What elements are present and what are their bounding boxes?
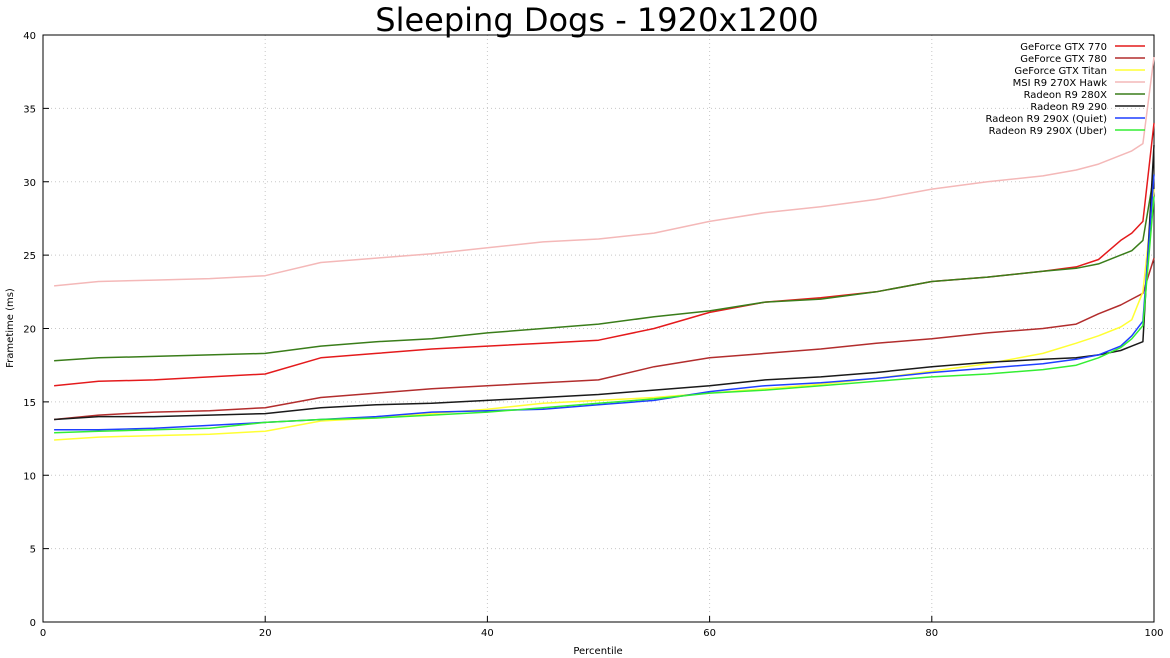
y-tick-label-5: 25: [23, 251, 36, 262]
series-line-8: [54, 196, 1155, 434]
y-tick-label-7: 35: [23, 104, 36, 115]
y-axis-label: Frametime (ms): [5, 288, 16, 368]
y-tick-label-4: 20: [23, 325, 36, 336]
y-tick-label-3: 15: [23, 398, 36, 409]
series-lines: [54, 56, 1155, 441]
x-tick-label-4: 80: [925, 628, 938, 639]
legend-label-5: Radeon R9 280X: [1024, 90, 1108, 101]
legend-label-8: Radeon R9 290X (Uber): [989, 126, 1107, 137]
y-tick-label-8: 40: [23, 31, 36, 42]
x-tick-label-0: 0: [40, 628, 46, 639]
y-tick-label-6: 30: [23, 178, 36, 189]
x-tick-label-2: 40: [481, 628, 494, 639]
axis-ticks: 0 20 40 60 80 100 0 5 10 15 20 25 30 35 40: [23, 31, 1163, 639]
y-tick-label-0: 0: [30, 618, 36, 629]
y-tick-label-2: 10: [23, 471, 36, 482]
legend-label-3: GeForce GTX Titan: [1014, 66, 1107, 77]
series-line-7: [54, 174, 1155, 431]
y-tick-label-1: 5: [30, 545, 36, 556]
x-tick-label-1: 20: [259, 628, 272, 639]
legend-label-7: Radeon R9 290X (Quiet): [986, 114, 1108, 125]
legend-label-2: GeForce GTX 780: [1020, 54, 1107, 65]
series-line-4: [54, 56, 1155, 287]
series-line-1: [54, 123, 1155, 387]
x-tick-label-3: 60: [703, 628, 716, 639]
legend-label-1: GeForce GTX 770: [1020, 42, 1107, 53]
chart-title: Sleeping Dogs - 1920x1200: [375, 1, 818, 39]
x-axis-label: Percentile: [573, 646, 622, 657]
x-tick-label-5: 100: [1144, 628, 1163, 639]
series-line-2: [54, 257, 1155, 421]
legend-label-4: MSI R9 270X Hawk: [1013, 78, 1108, 89]
legend-label-6: Radeon R9 290: [1030, 102, 1107, 113]
series-line-5: [54, 174, 1155, 362]
